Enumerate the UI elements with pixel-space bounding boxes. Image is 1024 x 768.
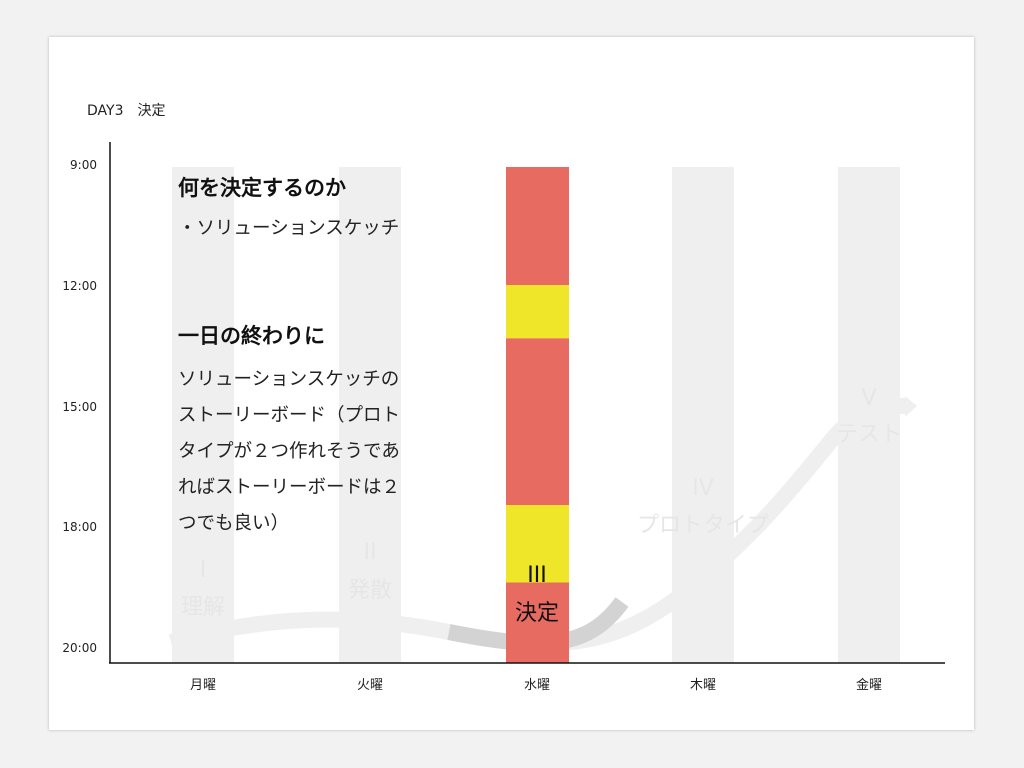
flow-arrowhead — [905, 396, 917, 417]
time-axis-labels: 9:00 12:00 15:00 18:00 20:00 — [62, 158, 97, 655]
notes-body-line: つでも良い） — [178, 513, 289, 534]
notes-body-line: ソリューションスケッチの — [178, 369, 399, 390]
notes-body-line: ストーリーボード（プロト — [178, 405, 400, 426]
axes — [109, 142, 945, 664]
schedule-block-break — [506, 505, 569, 583]
sprint-diagram: DAY3 決定 I 理解 II 発散 IV プロトタイプ V テスト III 決定 9:00 12:… — [62, 103, 945, 693]
day-label: 水曜 — [524, 678, 550, 693]
flow-curve — [168, 397, 908, 652]
day-axis-labels: 月曜 火曜 水曜 木曜 金曜 — [190, 677, 882, 693]
schedule-blocks — [506, 167, 569, 663]
time-label: 20:00 — [62, 641, 97, 655]
phase-labels: I 理解 II 発散 IV プロトタイプ V テスト III 決定 — [181, 386, 902, 626]
notes-body-line: タイプが２つ作れそうであ — [178, 441, 400, 462]
phase-name: 決定 — [515, 601, 559, 626]
time-label: 15:00 — [62, 400, 97, 414]
phase-name: プロトタイプ — [637, 513, 769, 538]
time-label: 18:00 — [62, 520, 97, 534]
schedule-block-work — [506, 167, 569, 285]
schedule-block-work — [506, 338, 569, 505]
time-label: 12:00 — [62, 279, 97, 293]
time-label: 9:00 — [70, 158, 97, 172]
schedule-block-work — [506, 582, 569, 663]
slide: DAY3 決定 I 理解 II 発散 IV プロトタイプ V テスト III 決定 9:00 12:… — [49, 37, 974, 730]
day-label: 金曜 — [856, 677, 882, 693]
day-column-1 — [172, 167, 234, 663]
slide-title: DAY3 決定 — [87, 103, 165, 119]
phase-name: テスト — [836, 422, 902, 447]
schedule-block-break — [506, 285, 569, 339]
phase-numeral: I — [200, 558, 207, 583]
day-label: 火曜 — [357, 678, 383, 693]
phase-name: 理解 — [181, 595, 225, 620]
phase-numeral: III — [527, 563, 546, 588]
day-label: 月曜 — [190, 678, 216, 693]
notes-item-solution-sketch: ・ソリューションスケッチ — [178, 218, 399, 239]
notes-heading-end-of-day: 一日の終わりに — [178, 324, 325, 348]
phase-numeral: V — [861, 386, 876, 411]
phase-numeral: II — [364, 540, 377, 565]
notes-heading-what: 何を決定するのか — [178, 176, 346, 200]
day-columns — [172, 167, 900, 663]
day-column-2 — [339, 167, 401, 663]
phase-numeral: IV — [692, 476, 714, 501]
notes-body-line: ればストーリーボードは２ — [178, 477, 400, 498]
day-label: 木曜 — [690, 678, 716, 693]
notes-panel: 何を決定するのか ・ソリューションスケッチ 一日の終わりに ソリューションスケッ… — [178, 176, 400, 534]
phase-name: 発散 — [348, 578, 392, 603]
